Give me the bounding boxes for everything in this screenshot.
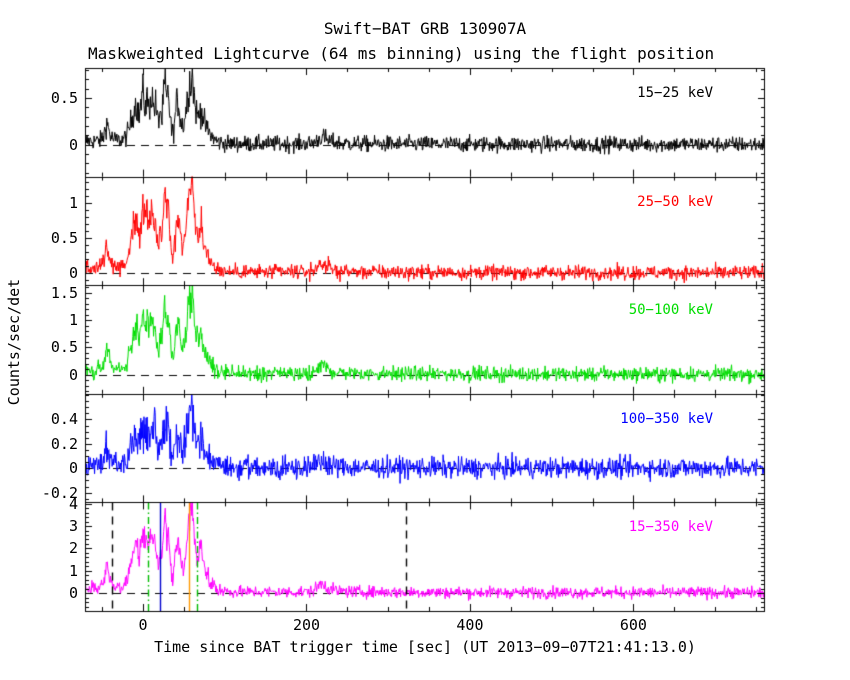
y-tick-label: 0 [68, 264, 78, 283]
y-tick-label: 0.5 [50, 228, 78, 247]
x-tick-label: 0 [138, 616, 148, 634]
y-tick-label: 0 [68, 584, 78, 603]
legend-band-25-50: 25−50 keV [637, 193, 713, 210]
plot-subtitle: Maskweighted Lightcurve (64 ms binning) … [88, 44, 715, 63]
y-tick-label: 1 [68, 561, 78, 580]
x-tick-label: 200 [292, 616, 321, 634]
x-tick-label: 600 [619, 616, 647, 634]
y-tick-label: 2 [68, 539, 78, 558]
y-tick-label: 0 [68, 135, 78, 154]
legend-band-100-350: 100−350 keV [620, 410, 713, 427]
y-tick-label: 0.4 [50, 410, 78, 429]
y-tick-label: 0.2 [50, 434, 78, 453]
legend-band-50-100: 50−100 keV [628, 302, 713, 319]
y-tick-label: 0 [68, 459, 78, 478]
legend-band-15-350: 15−350 keV [628, 519, 713, 536]
legend-band-15-25: 15−25 keV [637, 85, 713, 101]
x-axis-label: Time since BAT trigger time [sec] (UT 20… [154, 638, 696, 656]
y-tick-label: 4 [68, 494, 78, 513]
y-tick-label: 3 [68, 517, 78, 536]
plot-title: Swift−BAT GRB 130907A [323, 19, 527, 38]
x-tick-label: 400 [456, 616, 484, 634]
y-tick-label: 1.5 [50, 283, 78, 302]
y-tick-label: 0 [68, 365, 78, 384]
y-tick-label: 1 [68, 311, 78, 330]
y-tick-label: 0.5 [50, 338, 78, 357]
y-tick-label: 0.5 [50, 88, 78, 107]
y-tick-label: 1 [68, 193, 78, 212]
y-tick-label: -0.2 [41, 483, 78, 502]
